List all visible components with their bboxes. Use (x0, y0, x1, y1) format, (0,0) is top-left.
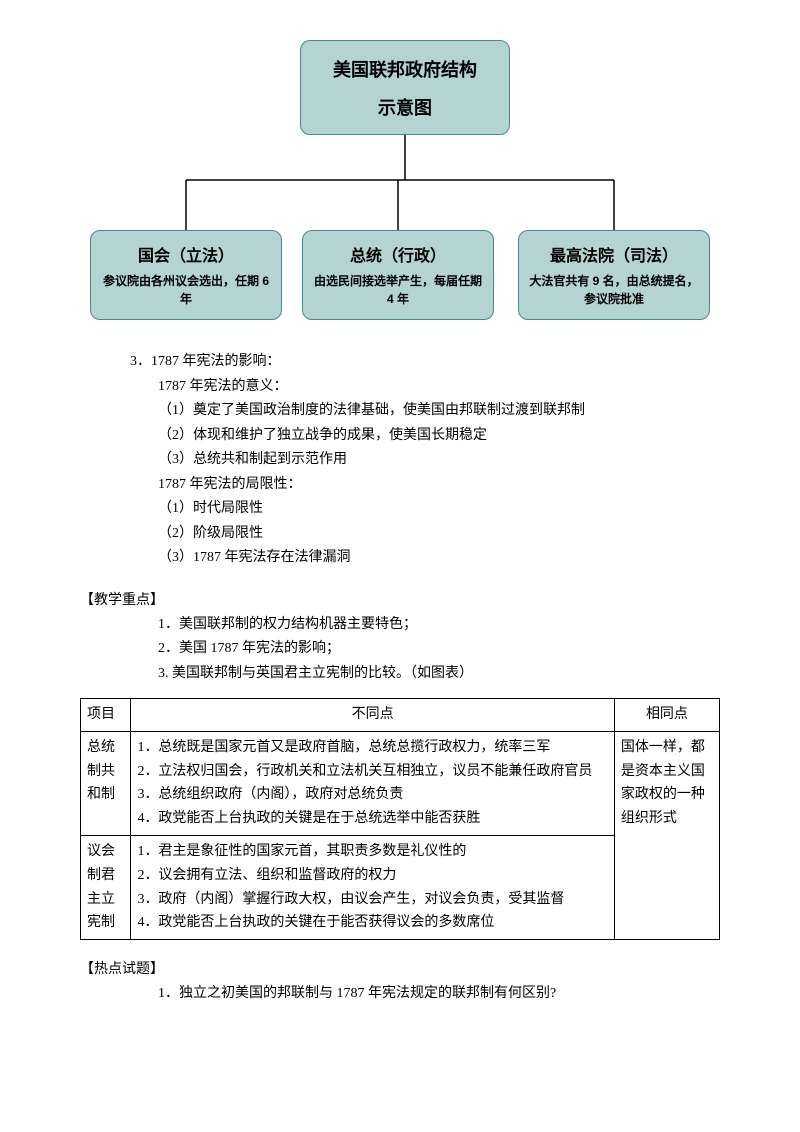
key-point-2: 2．美国 1787 年宪法的影响； (158, 637, 720, 662)
congress-desc: 参议院由各州议会选出，任期 6 年 (99, 272, 273, 308)
row1-diff: 1．总统既是国家元首又是政府首脑，总统总揽行政权力，统率三军 2．立法权归国会，… (131, 731, 614, 835)
sig-item-2: （2）体现和维护了独立战争的成果，使美国长期稳定 (158, 424, 710, 449)
hot-heading: 【热点试题】 (80, 958, 720, 978)
key-point-3: 3. 美国联邦制与英国君主立宪制的比较。（如图表） (158, 662, 720, 687)
key-points-list: 1．美国联邦制的权力结构机器主要特色； 2．美国 1787 年宪法的影响； 3.… (158, 613, 720, 687)
sig-item-3: （3）总统共和制起到示范作用 (158, 448, 710, 473)
th-project: 项目 (81, 699, 131, 732)
row1-label: 总统制共和制 (81, 731, 131, 835)
lim-item-2: （2）阶级局限性 (158, 522, 710, 547)
root-title-2: 示意图 (378, 94, 432, 120)
th-same: 相同点 (614, 699, 719, 732)
court-title: 最高法院（司法） (550, 242, 678, 266)
congress-title: 国会（立法） (138, 242, 234, 266)
court-desc: 大法官共有 9 名，由总统提名，参议院批准 (527, 272, 701, 308)
sig-item-1: （1）奠定了美国政治制度的法律基础，使美国由邦联制过渡到联邦制 (158, 399, 710, 424)
president-desc: 由选民间接选举产生，每届任期 4 年 (311, 272, 485, 308)
president-title: 总统（行政） (350, 242, 446, 266)
lim-item-1: （1）时代局限性 (158, 497, 710, 522)
limitation-label: 1787 年宪法的局限性： (158, 473, 710, 498)
root-node: 美国联邦政府结构 示意图 (300, 40, 510, 135)
row2-label: 议会制君主立宪制 (81, 835, 131, 939)
org-chart-diagram: 美国联邦政府结构 示意图 国会（立法） 参议院由各州议会选出，任期 6 年 总统… (80, 30, 720, 340)
same-cell: 国体一样，都是资本主义国家政权的一种组织形式 (614, 731, 719, 939)
row2-diff: 1．君主是象征性的国家元首，其职责多数是礼仪性的 2．议会拥有立法、组织和监督政… (131, 835, 614, 939)
comparison-table: 项目 不同点 相同点 总统制共和制 1．总统既是国家元首又是政府首脑，总统总揽行… (80, 698, 720, 940)
child-node-congress: 国会（立法） 参议院由各州议会选出，任期 6 年 (90, 230, 282, 320)
child-node-court: 最高法院（司法） 大法官共有 9 名，由总统提名，参议院批准 (518, 230, 710, 320)
significance-label: 1787 年宪法的意义： (158, 375, 710, 400)
impact-heading: 3．1787 年宪法的影响： (130, 350, 710, 375)
th-diff: 不同点 (131, 699, 614, 732)
impact-section: 3．1787 年宪法的影响： 1787 年宪法的意义： （1）奠定了美国政治制度… (130, 350, 710, 571)
lim-item-3: （3）1787 年宪法存在法律漏洞 (158, 546, 710, 571)
hot-q1: 1．独立之初美国的邦联制与 1787 年宪法规定的联邦制有何区别? (158, 982, 720, 1007)
key-points-heading: 【教学重点】 (80, 589, 720, 609)
root-title-1: 美国联邦政府结构 (333, 56, 477, 82)
key-point-1: 1．美国联邦制的权力结构机器主要特色； (158, 613, 720, 638)
child-node-president: 总统（行政） 由选民间接选举产生，每届任期 4 年 (302, 230, 494, 320)
